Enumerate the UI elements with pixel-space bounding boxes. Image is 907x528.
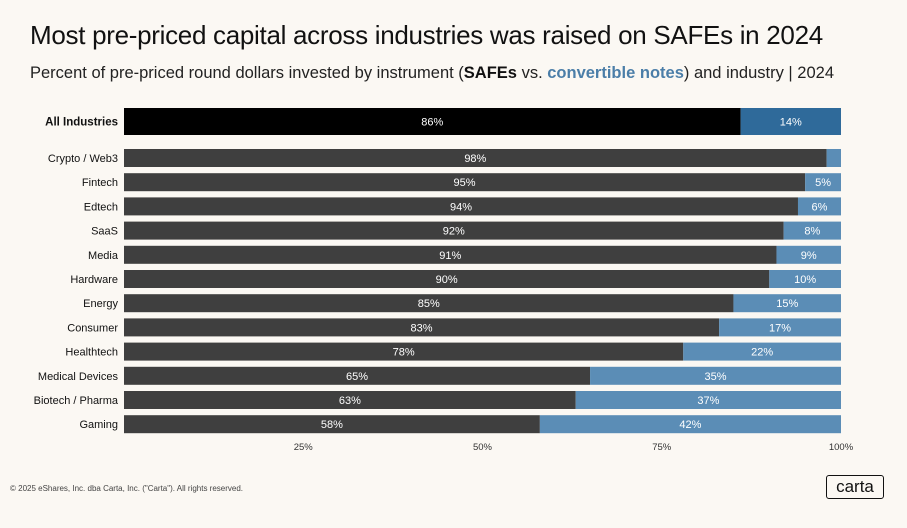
bar-safes (124, 197, 798, 216)
value-label-notes: 9% (801, 250, 817, 262)
category-label: Crypto / Web3 (48, 153, 118, 165)
value-label-safes: 91% (439, 250, 461, 262)
bar-safes (124, 108, 741, 135)
subtitle-outro: ) and industry | 2024 (683, 64, 835, 82)
bar-safes (124, 245, 777, 264)
bar-convertible-notes (590, 366, 841, 385)
category-label: Media (88, 250, 119, 262)
x-tick-label: 75% (652, 442, 672, 453)
category-label: Energy (83, 298, 118, 310)
bar-safes (124, 294, 734, 313)
x-tick-label: 50% (473, 442, 493, 453)
bar-safes (124, 270, 770, 288)
bar-convertible-notes (719, 318, 841, 337)
bar-convertible-notes (797, 197, 841, 216)
value-label-notes: 42% (679, 419, 701, 431)
chart-subtitle: Percent of pre-priced round dollars inve… (30, 64, 834, 83)
bar-convertible-notes (683, 342, 841, 361)
category-label: Hardware (70, 274, 118, 286)
stacked-bar-chart: All Industries 86% 14% Crypto / Web3 98% Fint… (34, 108, 854, 453)
category-label: Medical Devices (38, 371, 119, 383)
value-label-notes: 35% (705, 371, 727, 383)
bar-safes (124, 415, 540, 434)
x-tick-label: 100% (829, 442, 854, 453)
value-label-safes: 58% (321, 419, 343, 431)
value-label-notes: 6% (812, 201, 828, 213)
bar-convertible-notes (769, 270, 841, 288)
bar-safes (124, 391, 576, 409)
carta-logo: carta (826, 475, 884, 499)
value-label-notes: 37% (697, 395, 719, 407)
bar-convertible-notes (575, 391, 841, 409)
bar-safes (124, 221, 784, 240)
bar-convertible-notes (826, 149, 841, 167)
bar-safes (124, 318, 720, 337)
value-label-notes: 5% (815, 177, 831, 189)
subtitle-notes: convertible notes (547, 64, 684, 82)
bar-safes (124, 342, 684, 361)
bar-convertible-notes (733, 294, 841, 313)
value-label-notes: 14% (780, 117, 802, 129)
bar-convertible-notes (539, 415, 841, 434)
category-label: Gaming (79, 419, 118, 431)
value-label-safes: 98% (464, 153, 486, 165)
value-label-safes: 92% (443, 226, 465, 238)
bar-convertible-notes (740, 108, 841, 135)
value-label-safes: 94% (450, 201, 472, 213)
value-label-safes: 63% (339, 395, 361, 407)
subtitle-vs: vs. (516, 64, 548, 82)
value-label-safes: 65% (346, 371, 368, 383)
value-label-safes: 78% (393, 347, 415, 359)
value-label-notes: 8% (804, 226, 820, 238)
category-label: All Industries (45, 117, 118, 129)
bar-safes (124, 366, 591, 385)
category-label: Healthtech (65, 347, 118, 359)
value-label-safes: 85% (418, 298, 440, 310)
value-label-notes: 10% (794, 274, 816, 286)
category-label: Consumer (67, 322, 118, 334)
chart-title: Most pre-priced capital across industrie… (30, 20, 823, 50)
bar-safes (124, 173, 806, 192)
category-label: Edtech (84, 201, 118, 213)
category-label: SaaS (91, 226, 118, 238)
bar-convertible-notes (783, 221, 841, 240)
category-label: Fintech (82, 177, 118, 189)
subtitle-safes: SAFEs (463, 64, 517, 82)
value-label-notes: 17% (769, 322, 791, 334)
value-label-safes: 95% (454, 177, 476, 189)
copyright-footer: © 2025 eShares, Inc. dba Carta, Inc. ("C… (10, 484, 244, 493)
value-label-safes: 86% (421, 117, 443, 129)
value-label-safes: 90% (436, 274, 458, 286)
value-label-safes: 83% (411, 322, 433, 334)
value-label-notes: 22% (751, 347, 773, 359)
x-tick-label: 25% (294, 442, 314, 453)
bar-convertible-notes (776, 245, 841, 264)
category-label: Biotech / Pharma (34, 395, 119, 407)
bar-safes (124, 149, 827, 167)
value-label-notes: 15% (776, 298, 798, 310)
bar-convertible-notes (805, 173, 841, 192)
subtitle-intro: Percent of pre-priced round dollars inve… (30, 64, 464, 82)
